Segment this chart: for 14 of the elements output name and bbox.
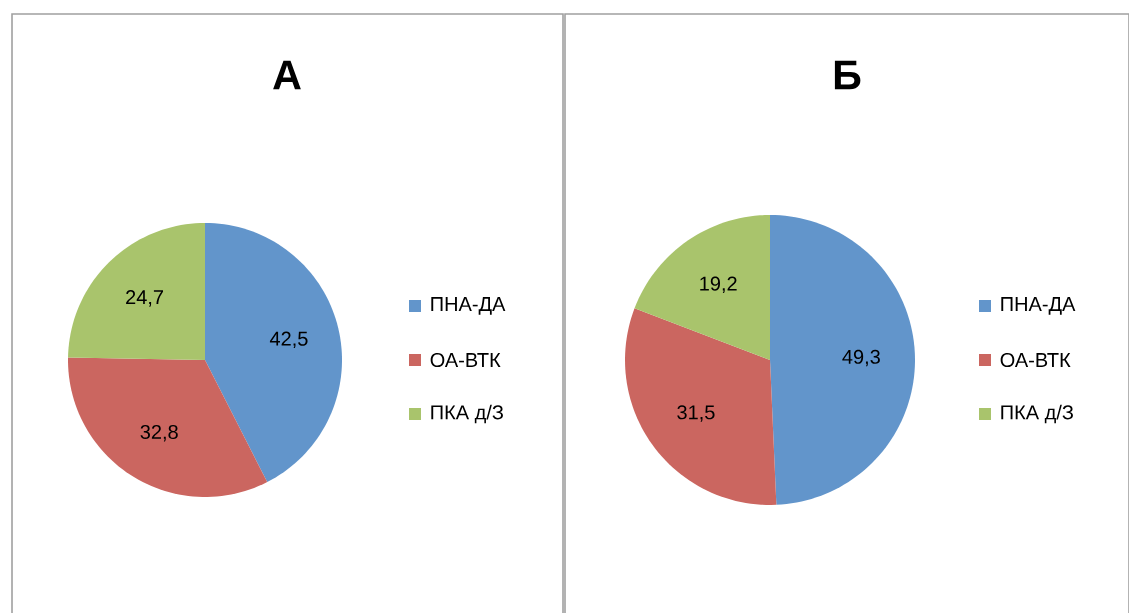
data-label: 49,3 [842, 349, 880, 367]
legend-label: ПНА-ДА [431, 297, 506, 315]
legend-label: ПКА д/З [431, 404, 503, 424]
legend-label: ОА-ВТК [1000, 352, 1071, 368]
data-label: 31,5 [677, 405, 715, 422]
chart-title: А [273, 60, 301, 90]
legend-label: ОА-ВТК [430, 352, 501, 368]
data-label: 32,8 [140, 424, 178, 442]
legend-label: ПНА-ДА [1001, 297, 1076, 315]
data-label: 19,2 [700, 276, 737, 294]
legend-label: ПКА д/З [1001, 404, 1073, 424]
data-label: 42,5 [269, 331, 308, 349]
data-label: 24,7 [126, 290, 164, 307]
chart-title: Б [834, 60, 861, 90]
